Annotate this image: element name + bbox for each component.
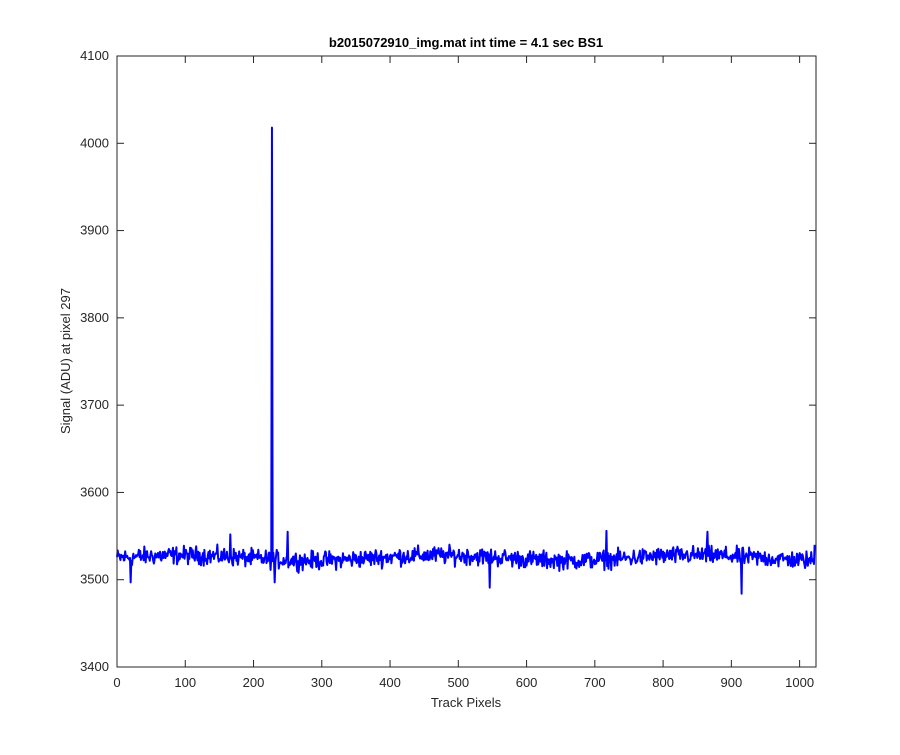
x-tick-label: 500 xyxy=(447,675,469,690)
axes-box xyxy=(116,55,817,668)
y-tick-label: 3400 xyxy=(80,659,109,674)
chart-title: b2015072910_img.mat int time = 4.1 sec B… xyxy=(329,35,603,50)
y-tick-label: 3700 xyxy=(80,397,109,412)
x-tick-label: 1000 xyxy=(785,675,814,690)
y-tick-label: 4000 xyxy=(80,135,109,150)
x-tick-label: 300 xyxy=(311,675,333,690)
tick-layer: 0 100 200 300 400 500 600 700 800 900 1000 3400 3500… xyxy=(80,48,816,690)
series-layer xyxy=(116,126,816,595)
y-tick-label: 4100 xyxy=(80,48,109,63)
plot-area xyxy=(117,56,816,667)
x-tick-label: 0 xyxy=(113,675,120,690)
x-tick-label: 800 xyxy=(652,675,674,690)
x-tick-label: 700 xyxy=(584,675,606,690)
y-tick-label: 3500 xyxy=(80,572,109,587)
x-tick-label: 100 xyxy=(174,675,196,690)
x-axis-label: Track Pixels xyxy=(431,695,502,710)
x-tick-label: 600 xyxy=(516,675,538,690)
x-tick-label: 400 xyxy=(379,675,401,690)
y-axis-label: Signal (ADU) at pixel 297 xyxy=(58,288,73,434)
x-tick-label: 200 xyxy=(243,675,265,690)
y-tick-label: 3900 xyxy=(80,223,109,238)
series-line xyxy=(116,126,816,595)
y-tick-label: 3600 xyxy=(80,484,109,499)
x-tick-label: 900 xyxy=(721,675,743,690)
y-tick-label: 3800 xyxy=(80,310,109,325)
